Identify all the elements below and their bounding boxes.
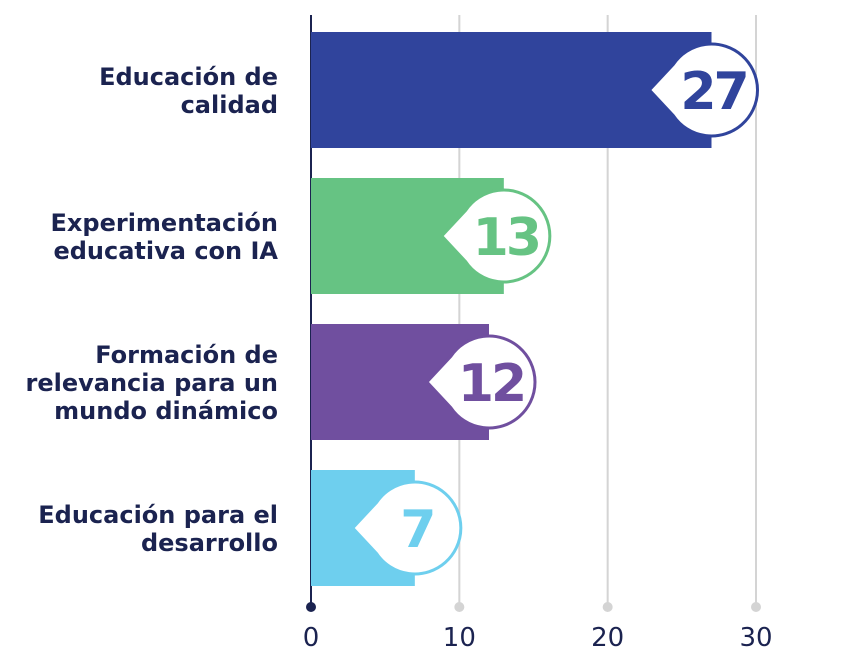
value-label-2: 13: [473, 208, 539, 268]
value-badge-shape-3: [424, 334, 537, 430]
category-label-2-line-2: educativa con IA: [53, 237, 278, 265]
category-labels: Educación de calidad Experimentación educat…: [26, 63, 279, 557]
category-label-4-line-1: Educación para el: [38, 501, 278, 529]
value-label-3: 12: [458, 354, 524, 414]
x-axis: 0 10 20 30: [303, 602, 773, 653]
category-label-3-line-3: mundo dinámico: [54, 397, 278, 425]
x-tick-label-30: 30: [739, 623, 772, 653]
value-label-1: 27: [680, 62, 746, 122]
value-badge-3: 12: [424, 334, 537, 430]
value-badge-4: 7: [350, 480, 463, 576]
x-tick-label-0: 0: [303, 623, 320, 653]
category-label-3-line-1: Formación de: [95, 341, 278, 369]
value-badge-2: 13: [439, 188, 552, 284]
category-label-3: Formación de relevancia para un mundo diná…: [26, 341, 278, 425]
tick-dot-0: [306, 602, 316, 612]
category-label-2-line-1: Experimentación: [51, 209, 278, 237]
category-label-2: Experimentación educativa con IA: [51, 209, 279, 265]
category-label-1-line-1: Educación de: [99, 63, 278, 91]
x-tick-label-10: 10: [443, 623, 476, 653]
value-label-4: 7: [400, 500, 433, 560]
x-tick-label-20: 20: [591, 623, 624, 653]
category-label-1-line-2: calidad: [181, 91, 278, 119]
bar-1: [311, 32, 712, 148]
category-label-3-line-2: relevancia para un: [26, 369, 278, 397]
value-badge-shape-1: [647, 42, 759, 138]
category-label-4-line-2: desarrollo: [141, 529, 278, 557]
tick-dot-20: [602, 602, 613, 612]
bars: 27 13 12 7: [311, 32, 759, 586]
tick-dot-30: [751, 602, 761, 612]
value-badge-shape-4: [350, 480, 463, 576]
category-label-4: Educación para el desarrollo: [38, 501, 278, 557]
tick-dot-10: [454, 602, 465, 612]
value-badge-1: 27: [647, 42, 759, 138]
category-label-1: Educación de calidad: [99, 63, 278, 119]
value-badge-shape-2: [439, 188, 552, 284]
